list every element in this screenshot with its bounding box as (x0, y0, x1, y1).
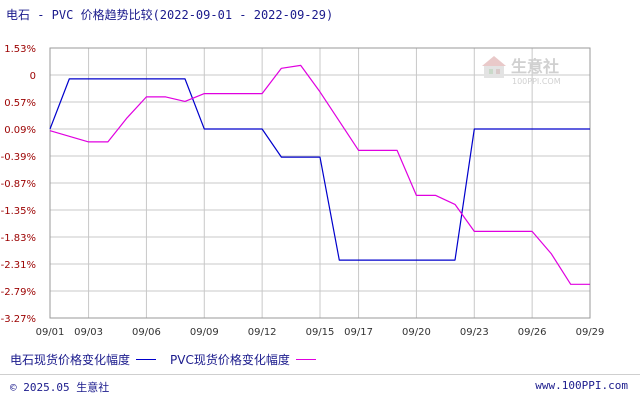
watermark-logo: 生意社 100PPI.COM (482, 56, 561, 86)
y-tick-label: -0.87% (1, 179, 36, 190)
x-tick-label: 09/09 (190, 327, 219, 338)
copyright-text: © 2025.05 生意社 (10, 381, 110, 394)
legend-label-pvc: PVC现货价格变化幅度 (170, 352, 290, 367)
y-tick-label: -0.39% (1, 152, 36, 163)
x-tick-label: 09/29 (576, 327, 605, 338)
y-tick-label: -1.83% (1, 233, 36, 244)
x-tick-label: 09/01 (36, 327, 65, 338)
y-tick-label: -1.35% (1, 206, 36, 217)
chart-title: 电石 - PVC 价格趋势比较(2022-09-01 - 2022-09-29) (6, 8, 334, 22)
axes (49, 47, 591, 319)
legend-label-carbide: 电石现货价格变化幅度 (10, 352, 131, 367)
y-tick-label: -3.27% (1, 314, 36, 325)
legend-item-carbide: 电石现货价格变化幅度 (10, 351, 157, 368)
legend-swatch-carbide (136, 358, 157, 360)
x-tick-label: 09/03 (74, 327, 103, 338)
site-link[interactable]: www.100PPI.com (535, 379, 628, 392)
x-tick-label: 09/17 (344, 327, 373, 338)
x-tick-label: 09/26 (518, 327, 547, 338)
legend-item-pvc: PVC现货价格变化幅度 (170, 351, 316, 368)
y-tick-label: 0 (30, 71, 36, 82)
watermark-brand: 生意社 (511, 57, 559, 76)
legend: 电石现货价格变化幅度 PVC现货价格变化幅度 (10, 351, 330, 367)
x-tick-label: 09/23 (460, 327, 489, 338)
plot-area-border (49, 47, 591, 319)
x-tick-label: 09/12 (248, 327, 277, 338)
series-line-pvc (49, 64, 590, 285)
tick-labels: 1.53% 0 0.57% 0.09% -0.39% -0.87% -1.35% -1.83%… (1, 44, 605, 338)
x-tick-label: 09/15 (306, 327, 335, 338)
series-lines (49, 64, 590, 285)
x-tick-label: 09/20 (402, 327, 431, 338)
legend-swatch-pvc (295, 358, 316, 360)
house-icon (482, 56, 506, 78)
y-tick-label: 0.57% (4, 98, 36, 109)
footer-divider (0, 374, 640, 375)
watermark-site: 100PPI.COM (512, 77, 561, 86)
series-line-carbide (49, 78, 590, 261)
y-tick-label: 0.09% (4, 125, 36, 136)
y-tick-label: -2.31% (1, 260, 36, 271)
y-tick-label: 1.53% (4, 44, 36, 55)
chart-svg: 生意社 100PPI.COM 1.53% 0 0.57% 0.09% -0.39% -0.… (1, 44, 605, 338)
x-tick-label: 09/06 (132, 327, 161, 338)
y-tick-label: -2.79% (1, 287, 36, 298)
grid (49, 47, 591, 319)
